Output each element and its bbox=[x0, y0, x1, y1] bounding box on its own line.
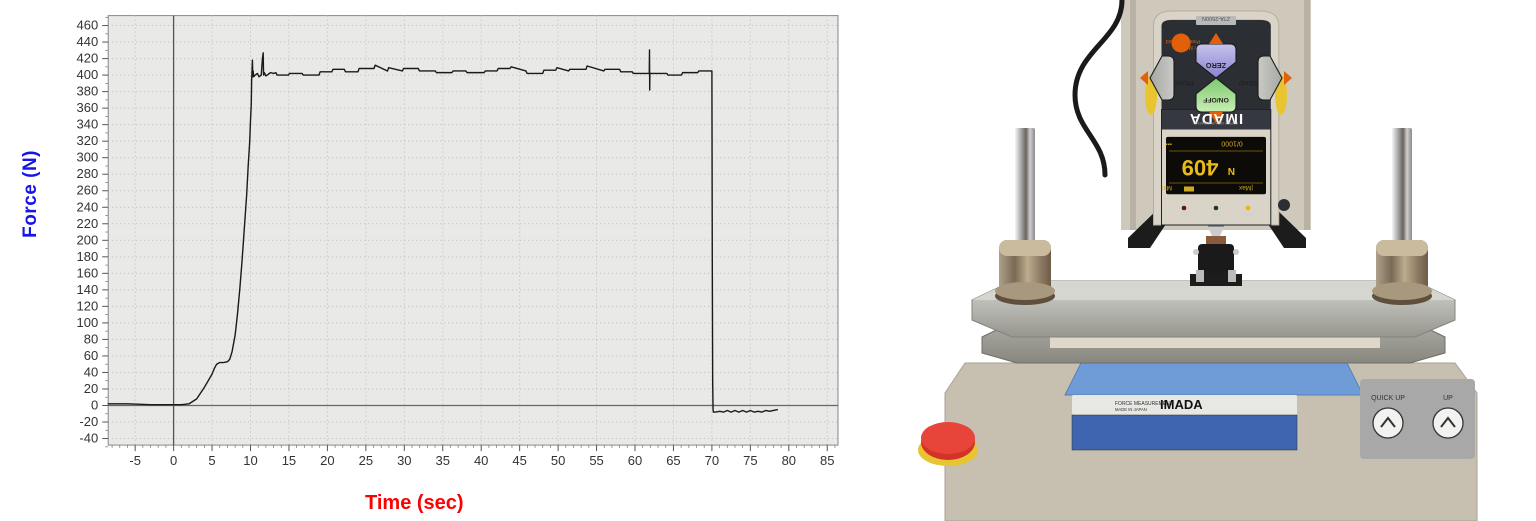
svg-text:380: 380 bbox=[76, 84, 98, 99]
svg-text:QUICK UP: QUICK UP bbox=[1371, 395, 1405, 402]
svg-text:460: 460 bbox=[76, 18, 98, 33]
svg-text:Press and Hold: Press and Hold bbox=[1166, 38, 1200, 44]
svg-text:200: 200 bbox=[76, 232, 98, 247]
svg-text:75: 75 bbox=[743, 453, 757, 468]
svg-text:25: 25 bbox=[359, 453, 373, 468]
svg-text:70: 70 bbox=[705, 453, 719, 468]
svg-text:400: 400 bbox=[76, 67, 98, 82]
svg-text:420: 420 bbox=[76, 51, 98, 66]
svg-text:180: 180 bbox=[76, 249, 98, 264]
svg-text:60: 60 bbox=[84, 348, 98, 363]
svg-text:55: 55 bbox=[589, 453, 603, 468]
svg-text:50: 50 bbox=[551, 453, 565, 468]
svg-text:80: 80 bbox=[84, 331, 98, 346]
svg-text:-40: -40 bbox=[79, 431, 98, 446]
svg-text:N: N bbox=[1228, 165, 1235, 176]
svg-text:65: 65 bbox=[666, 453, 680, 468]
svg-text:ON/OFF: ON/OFF bbox=[1203, 96, 1229, 103]
svg-text:PEAK: PEAK bbox=[1174, 79, 1193, 86]
svg-text:|Max: |Max bbox=[1238, 184, 1253, 191]
svg-text:45: 45 bbox=[512, 453, 526, 468]
svg-text:5: 5 bbox=[208, 453, 215, 468]
svg-text:30: 30 bbox=[397, 453, 411, 468]
svg-text:15: 15 bbox=[282, 453, 296, 468]
svg-text:10: 10 bbox=[243, 453, 257, 468]
svg-text:300: 300 bbox=[76, 150, 98, 165]
svg-text:UP: UP bbox=[1443, 395, 1453, 402]
svg-text:160: 160 bbox=[76, 265, 98, 280]
svg-text:80: 80 bbox=[782, 453, 796, 468]
svg-text:Min: Min bbox=[1161, 184, 1172, 191]
svg-text:-20: -20 bbox=[79, 414, 98, 429]
svg-text:60: 60 bbox=[628, 453, 642, 468]
svg-text:340: 340 bbox=[76, 117, 98, 132]
svg-text:-5: -5 bbox=[129, 453, 141, 468]
svg-text:FORCE MEASUREMENT: FORCE MEASUREMENT bbox=[1193, 121, 1238, 125]
svg-text:MADE IN JAPAN: MADE IN JAPAN bbox=[1115, 407, 1147, 412]
svg-text:▪▪▪: ▪▪▪ bbox=[1166, 141, 1172, 147]
svg-text:320: 320 bbox=[76, 133, 98, 148]
svg-text:OK: OK bbox=[1212, 210, 1220, 216]
svg-text:IMADA: IMADA bbox=[1160, 397, 1203, 412]
svg-text:85: 85 bbox=[820, 453, 834, 468]
svg-text:140: 140 bbox=[76, 282, 98, 297]
svg-text:260: 260 bbox=[76, 183, 98, 198]
svg-text:SEND: SEND bbox=[1238, 79, 1257, 86]
svg-text:40: 40 bbox=[84, 364, 98, 379]
svg-text:ON-: ON- bbox=[1243, 210, 1253, 216]
svg-text:240: 240 bbox=[76, 199, 98, 214]
svg-text:0/1000: 0/1000 bbox=[1221, 140, 1243, 147]
svg-text:280: 280 bbox=[76, 166, 98, 181]
svg-text:20: 20 bbox=[320, 453, 334, 468]
svg-text:440: 440 bbox=[76, 34, 98, 49]
svg-text:360: 360 bbox=[76, 100, 98, 115]
svg-text:0: 0 bbox=[91, 398, 98, 413]
svg-text:35: 35 bbox=[436, 453, 450, 468]
svg-text:100: 100 bbox=[76, 315, 98, 330]
svg-text:20: 20 bbox=[84, 381, 98, 396]
svg-text:ZERO: ZERO bbox=[1206, 61, 1227, 70]
svg-text:0: 0 bbox=[170, 453, 177, 468]
svg-text:ON+: ON+ bbox=[1178, 210, 1189, 216]
svg-text:ZTA-2500N: ZTA-2500N bbox=[1202, 15, 1230, 21]
svg-text:40: 40 bbox=[474, 453, 488, 468]
svg-text:409: 409 bbox=[1182, 155, 1219, 180]
svg-text:120: 120 bbox=[76, 298, 98, 313]
svg-text:220: 220 bbox=[76, 216, 98, 231]
